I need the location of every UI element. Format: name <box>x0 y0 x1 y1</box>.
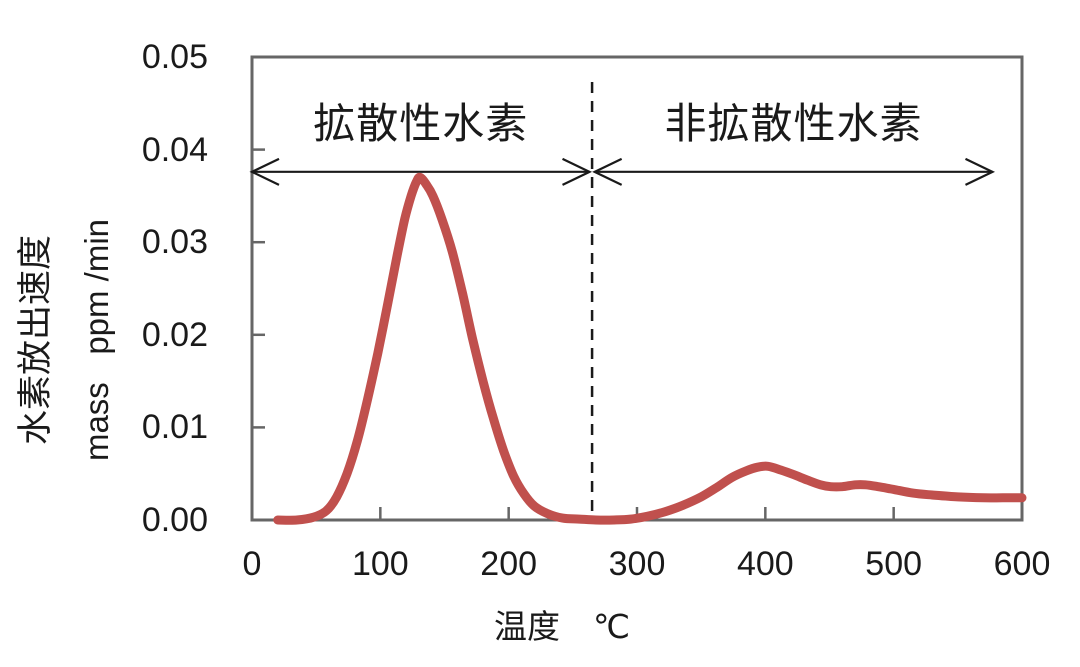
y-tick-label: 0.01 <box>141 408 208 447</box>
arrowhead-right-icon <box>965 157 996 186</box>
x-tick-label: 500 <box>865 545 923 583</box>
x-tick-label: 200 <box>480 545 538 583</box>
y-axis-title: 水素放出速度 <box>16 235 55 446</box>
series-curve <box>273 172 1027 525</box>
x-tick-label: 600 <box>993 545 1051 583</box>
region-label-non-diffusible-hydrogen: 非拡散性水素 <box>664 100 923 147</box>
arrowhead-right-icon <box>562 157 593 186</box>
y-tick-label: 0.00 <box>141 501 208 539</box>
y-tick-label: 0.03 <box>141 223 208 262</box>
y-tick-label: 0.05 <box>141 38 208 76</box>
y-axis-units-label: mass ppm /min <box>78 218 115 462</box>
y-tick-label: 0.04 <box>141 130 208 169</box>
x-axis-title: 温度 ℃ <box>493 608 631 645</box>
x-tick-label: 400 <box>736 545 794 583</box>
region-label-diffusible-hydrogen: 拡散性水素 <box>313 100 529 147</box>
y-tick-label: 0.02 <box>141 315 208 354</box>
x-tick-label: 0 <box>242 545 262 583</box>
x-tick-label: 300 <box>608 545 666 583</box>
x-tick-label: 100 <box>351 545 409 583</box>
arrowhead-left-icon <box>592 157 623 186</box>
arrowhead-left-icon <box>249 157 280 186</box>
